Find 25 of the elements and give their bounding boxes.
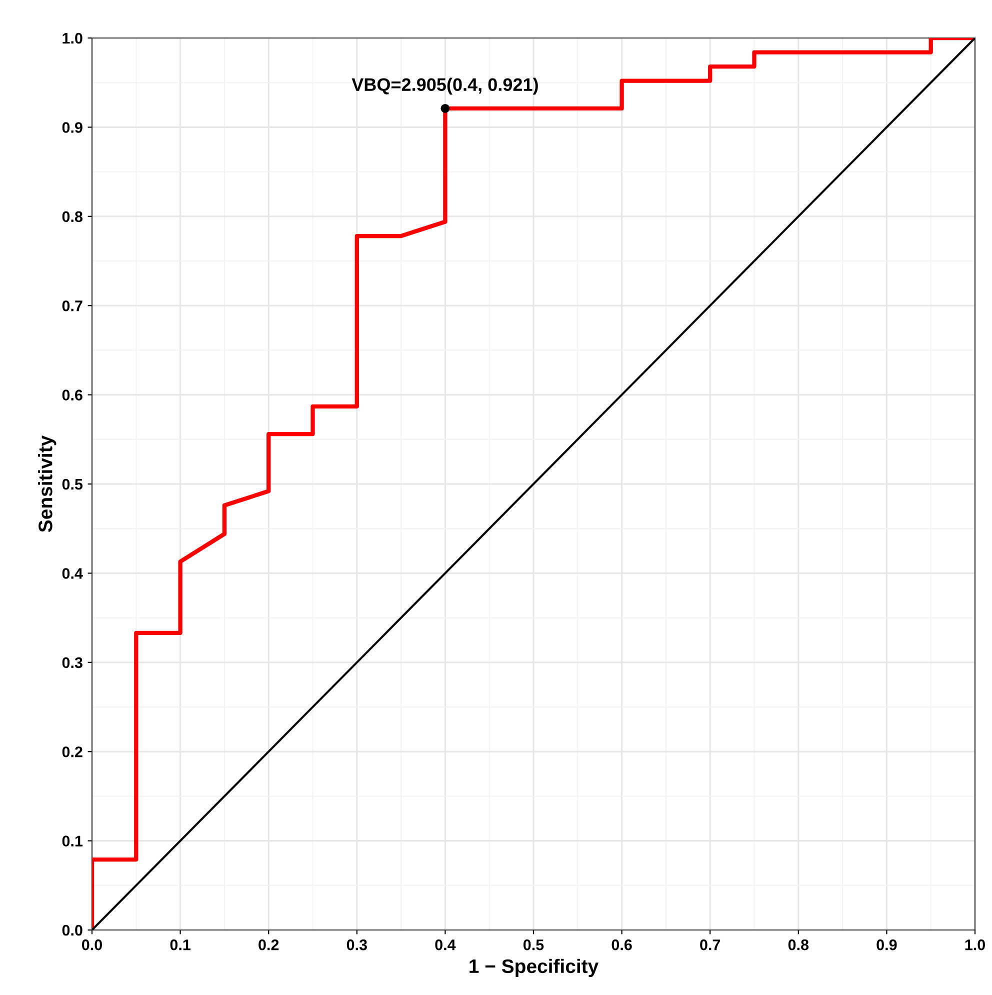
y-tick-label: 0.2 bbox=[62, 746, 82, 758]
x-tick-label: 0.3 bbox=[346, 939, 367, 950]
annotation: VBQ=2.905(0.4, 0.921) bbox=[352, 78, 538, 95]
x-tick-label: 0.0 bbox=[82, 939, 102, 950]
x-tick-label: 0.1 bbox=[170, 939, 190, 950]
x-tick-label: 0.2 bbox=[258, 939, 279, 950]
y-tick-label: 0.0 bbox=[62, 924, 82, 936]
y-tick-label: 0.1 bbox=[62, 836, 83, 846]
y-tick-label: 0.8 bbox=[62, 211, 83, 222]
y-tick-label: 0.7 bbox=[62, 300, 82, 312]
x-axis-title: 1 − Specificity bbox=[470, 958, 599, 977]
y-tick-label: 1.0 bbox=[62, 32, 82, 44]
x-tick-label: 0.8 bbox=[788, 939, 809, 950]
x-tick-label: 1.0 bbox=[965, 939, 985, 950]
x-tick-label: 0.5 bbox=[523, 939, 544, 950]
y-tick-label: 0.4 bbox=[62, 568, 83, 579]
x-tick-label: 0.4 bbox=[435, 939, 456, 950]
x-tick-label: 0.9 bbox=[876, 939, 897, 950]
y-axis-title: Sensitivity bbox=[38, 435, 56, 532]
x-tick-label: 0.7 bbox=[700, 939, 720, 950]
x-tick-label: 0.6 bbox=[612, 939, 632, 950]
y-tick-label: 0.6 bbox=[62, 390, 82, 400]
y-tick-label: 0.5 bbox=[62, 478, 83, 490]
y-tick-label: 0.9 bbox=[62, 122, 82, 133]
y-tick-label: 0.3 bbox=[62, 657, 82, 668]
